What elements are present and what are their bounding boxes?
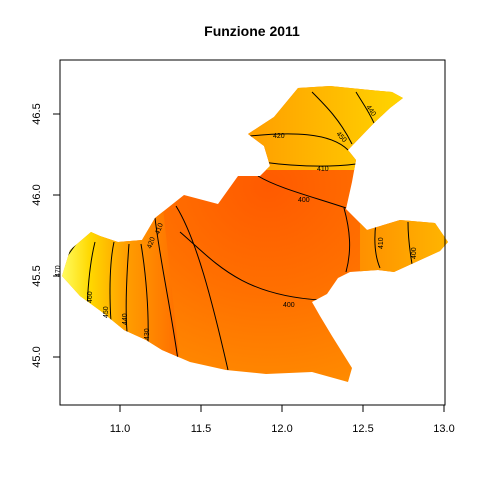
contour-label-420-west: 420: [146, 236, 157, 249]
x-tick-label-11-0: 11.0: [110, 423, 131, 435]
contour-labels: 470 460 450 440 430 420 410 400 420 450 …: [55, 104, 418, 340]
contour-label-460: 460: [87, 291, 94, 303]
x-tick-label-12-0: 12.0: [271, 423, 292, 435]
y-tick-label-46-0: 46.0: [31, 184, 43, 205]
contour-label-420-north: 420: [273, 133, 285, 140]
x-axis: 11.0 11.5 12.0 12.5 13.0: [110, 404, 455, 435]
contour-line-400-south: [179, 231, 321, 301]
contour-line-400-east: [407, 221, 413, 265]
contour-line-440: [125, 243, 130, 333]
x-tick-label-12-5: 12.5: [352, 423, 373, 435]
y-axis: 45.0 45.5 46.0 46.5: [31, 103, 61, 368]
contour-label-400-north: 400: [298, 197, 310, 204]
contour-label-440: 440: [122, 313, 129, 325]
contour-line-420-west: [154, 217, 179, 361]
x-tick-label-13-0: 13.0: [433, 423, 454, 435]
contour-line-440-north: [355, 91, 375, 124]
contour-line-450: [109, 241, 115, 323]
y-tick-label-45-0: 45.0: [31, 346, 43, 367]
contour-line-410-west: [175, 205, 229, 371]
contour-line-410-north: [261, 161, 357, 167]
x-tick-label-11-5: 11.5: [191, 423, 212, 435]
contour-line-east-1: [343, 207, 351, 273]
contour-label-450: 450: [103, 306, 110, 318]
contour-label-410-west: 410: [154, 222, 165, 235]
contour-label-410-north: 410: [317, 166, 329, 173]
contour-line-430: [140, 243, 149, 344]
contour-label-470: 470: [55, 265, 62, 277]
contour-line-450-north: [311, 91, 353, 145]
contour-label-430: 430: [144, 328, 151, 340]
contour-label-400-south: 400: [283, 302, 295, 309]
y-tick-label-45-5: 45.5: [31, 265, 43, 286]
contour-label-400-east: 400: [411, 247, 418, 259]
contour-line-400-north: [257, 175, 347, 209]
contour-line-420-north: [249, 133, 349, 151]
y-tick-label-46-5: 46.5: [31, 103, 43, 124]
contour-label-410-east: 410: [378, 237, 385, 249]
chart-title: Funzione 2011: [204, 23, 300, 39]
